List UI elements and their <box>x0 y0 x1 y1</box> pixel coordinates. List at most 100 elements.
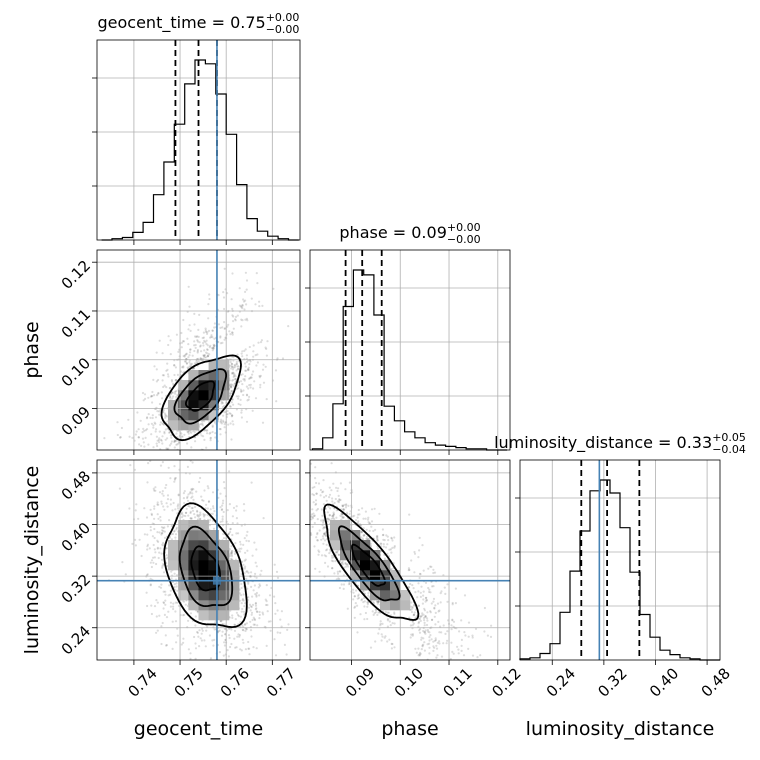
sample-point <box>160 533 163 536</box>
sample-point <box>193 323 196 326</box>
sample-point <box>353 595 356 598</box>
sample-point <box>307 487 309 489</box>
sample-point <box>199 454 201 456</box>
density-cell <box>390 590 401 601</box>
sample-point <box>229 557 233 561</box>
sample-point <box>390 647 393 650</box>
sample-point <box>262 613 265 616</box>
sample-point <box>187 285 190 288</box>
sample-point <box>227 323 230 326</box>
sample-point <box>220 420 223 423</box>
sample-point <box>310 532 312 535</box>
sample-point <box>161 529 164 532</box>
sample-point <box>165 386 168 389</box>
sample-point <box>163 467 165 469</box>
sample-point <box>232 366 235 369</box>
grid-layer <box>97 40 720 660</box>
sample-point <box>330 462 333 465</box>
sample-point <box>258 610 261 614</box>
sample-point <box>173 529 176 533</box>
sample-point <box>194 343 197 347</box>
sample-point <box>189 511 192 515</box>
sample-point <box>313 485 316 489</box>
sample-point <box>199 687 201 689</box>
sample-point <box>171 580 175 584</box>
sample-point <box>188 354 191 357</box>
sample-point <box>334 560 337 563</box>
sample-point <box>341 504 344 508</box>
sample-point <box>231 331 234 334</box>
sample-point <box>164 603 167 606</box>
density-cell <box>208 360 219 371</box>
sample-point <box>432 597 436 601</box>
density-cell <box>188 390 199 401</box>
sample-point <box>382 538 385 541</box>
sample-point <box>450 628 453 631</box>
sample-point <box>203 349 206 352</box>
sample-point <box>161 379 164 382</box>
sample-point <box>182 354 185 358</box>
xtick-label-geocent_time: 0.77 <box>263 664 299 700</box>
sample-point <box>229 392 232 395</box>
sample-point <box>233 366 236 369</box>
sample-point <box>190 362 193 365</box>
sample-point <box>327 518 330 521</box>
sample-point <box>424 616 427 619</box>
sample-point <box>287 467 289 469</box>
sample-point <box>185 362 188 365</box>
sample-point <box>150 513 153 517</box>
sample-point <box>207 487 210 490</box>
sample-point <box>146 533 149 536</box>
density-cell <box>380 590 391 601</box>
sample-point <box>242 599 245 602</box>
sample-point <box>323 539 327 542</box>
sample-point <box>254 601 257 605</box>
sample-point <box>167 343 170 347</box>
sample-point <box>194 642 197 645</box>
sample-point <box>434 604 437 607</box>
sample-point <box>489 635 493 639</box>
sample-point <box>200 350 203 353</box>
sample-point <box>223 411 226 414</box>
sample-point <box>229 527 232 531</box>
sample-point <box>164 416 167 419</box>
sample-point <box>340 561 343 565</box>
sample-point <box>230 362 233 366</box>
sample-point <box>233 382 236 386</box>
sample-point <box>184 360 187 363</box>
sample-point <box>440 655 444 658</box>
sample-point <box>427 684 429 686</box>
sample-point <box>308 515 310 517</box>
sample-point <box>421 612 424 615</box>
title-main-geocent_time: geocent_time = 0.75 <box>98 13 266 33</box>
sample-point <box>244 369 247 372</box>
sample-point <box>244 299 247 302</box>
sample-point <box>347 583 350 586</box>
sample-point <box>249 360 252 363</box>
sample-point <box>196 348 199 352</box>
sample-point <box>194 657 197 660</box>
sample-point <box>143 445 146 448</box>
sample-point <box>486 724 488 726</box>
sample-point <box>241 319 244 322</box>
sample-point <box>267 620 270 623</box>
sample-point <box>254 397 258 400</box>
sample-point <box>176 634 179 637</box>
sample-point <box>319 494 322 497</box>
sample-point <box>249 383 252 386</box>
sample-point <box>409 636 412 639</box>
sample-point <box>222 296 226 299</box>
sample-point <box>208 346 211 349</box>
sample-point <box>176 393 179 397</box>
sample-point <box>166 437 169 440</box>
sample-point <box>222 420 225 424</box>
sample-point <box>362 534 365 537</box>
sample-point <box>161 566 164 569</box>
sample-point <box>255 565 258 568</box>
panel-frame <box>96 459 301 661</box>
sample-point <box>162 601 165 604</box>
sample-point <box>430 602 433 605</box>
sample-point <box>163 412 167 415</box>
sample-point <box>433 662 435 664</box>
sample-point <box>472 716 474 718</box>
